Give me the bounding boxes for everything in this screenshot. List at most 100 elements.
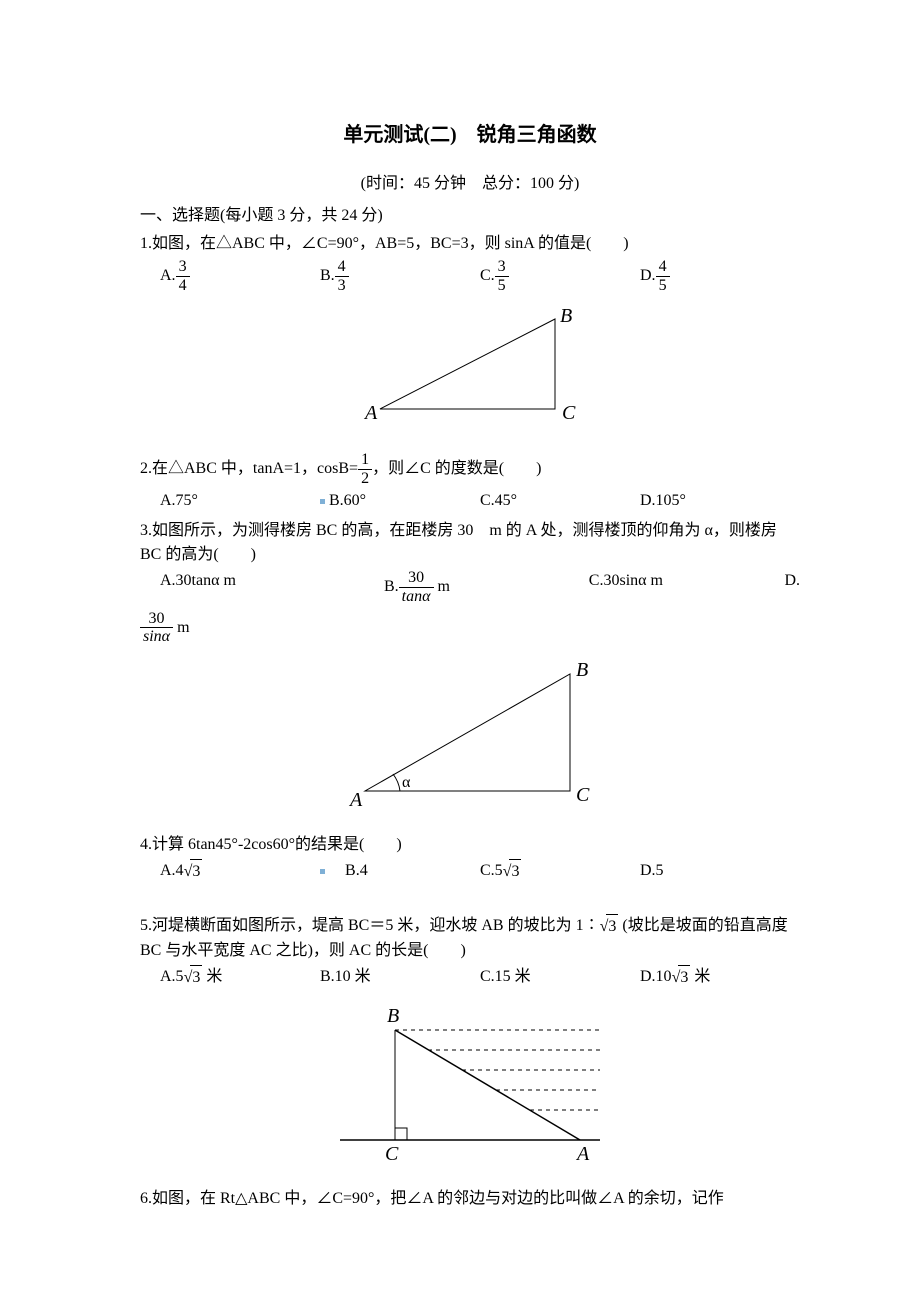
q3-b-post: m	[434, 578, 450, 595]
q1-b-label: B.	[320, 267, 335, 284]
question-6: 6.如图，在 Rt△ABC 中，∠C=90°，把∠A 的邻边与对边的比叫做∠A …	[140, 1187, 800, 1211]
q2-choice-c: C.45°	[480, 489, 640, 513]
q2-fracnum: 1	[358, 451, 372, 470]
q4-text: 4.计算 6tan45°-2cos60°的结果是( )	[140, 833, 800, 857]
q4-b-text: B.4	[345, 862, 368, 879]
q4-c-sqrt: 3	[503, 859, 522, 884]
decor-dot-icon	[320, 499, 325, 504]
q1-c-num: 3	[495, 258, 509, 277]
q3-choice-d-label: D.	[768, 569, 800, 605]
q1-c-label: C.	[480, 267, 495, 284]
q4-c-label: C.5	[480, 862, 503, 879]
q1-b-num: 4	[335, 258, 349, 277]
q1-d-label: D.	[640, 267, 656, 284]
q5-a-label: A.5	[160, 968, 184, 985]
q1-text: 1.如图，在△ABC 中，∠C=90°，AB=5，BC=3，则 sinA 的值是…	[140, 232, 800, 256]
q5-label-c: C	[385, 1143, 399, 1165]
question-4: 4.计算 6tan45°-2cos60°的结果是( ) A.4 3 B.4 C.5…	[140, 833, 800, 884]
q3-choice-b: B.30tanα m	[384, 569, 589, 605]
q1-choice-b: B.43	[320, 258, 480, 294]
q3-triangle-svg: α A B C	[320, 656, 620, 811]
q3-triangle	[365, 674, 570, 791]
q6-text: 6.如图，在 Rt△ABC 中，∠C=90°，把∠A 的邻边与对边的比叫做∠A …	[140, 1187, 800, 1211]
q3-text: 3.如图所示，为测得楼房 BC 的高，在距楼房 30 m 的 A 处，测得楼顶的…	[140, 519, 800, 567]
q1-b-den: 3	[335, 277, 349, 295]
q2-text-pre: 2.在△ABC 中，tanA=1，cosB=	[140, 460, 358, 477]
question-2: 2.在△ABC 中，tanA=1，cosB=12，则∠C 的度数是( ) A.7…	[140, 451, 800, 513]
q1-triangle	[380, 319, 555, 409]
q4-choices: A.43 B.4 C.53 D.5	[140, 859, 800, 884]
q5-triangle-svg: B C A	[320, 1000, 620, 1165]
q3-label-a: A	[348, 789, 363, 811]
q1-a-num: 3	[176, 258, 190, 277]
decor-dot-icon-2	[320, 869, 325, 874]
q5-choice-a: A.5 3 米	[160, 965, 320, 990]
q4-choice-d: D.5	[640, 859, 800, 884]
q3-figure: α A B C	[140, 656, 800, 819]
question-3: 3.如图所示，为测得楼房 BC 的高，在距楼房 30 m 的 A 处，测得楼顶的…	[140, 519, 800, 818]
section-1-label: 一、选择题(每小题 3 分，共 24 分)	[140, 207, 383, 224]
q3-d-num: 30	[140, 610, 173, 629]
q2-fracden: 2	[358, 470, 372, 488]
q2-choice-d: D.105°	[640, 489, 800, 513]
q1-c-den: 5	[495, 277, 509, 295]
q2-choices: A.75° B.60° C.45° D.105°	[140, 489, 800, 513]
q5-choice-c: C.15 米	[480, 965, 640, 990]
q5-d-sqrt-body: 3	[678, 965, 690, 990]
q5-sqrt: 3	[600, 914, 619, 939]
q1-choice-a: A.34	[160, 258, 320, 294]
q1-a-den: 4	[176, 277, 190, 295]
section-1-heading: 一、选择题(每小题 3 分，共 24 分)	[140, 204, 800, 228]
q3-b-label: B.	[384, 578, 399, 595]
q4-a-sqrt: 3	[184, 859, 203, 884]
q5-a-sqrt-body: 3	[190, 965, 202, 990]
q1-b-frac: 43	[335, 258, 349, 294]
q1-choice-c: C.35	[480, 258, 640, 294]
q3-choices-row1: A.30tanα m B.30tanα m C.30sinα m D.	[140, 569, 800, 605]
q3-label-c: C	[576, 784, 590, 806]
q5-choices: A.53 米 B.10 米 C.15 米 D.103 米	[140, 965, 800, 990]
q1-figure: A B C	[140, 304, 800, 437]
q1-choice-d: D.45	[640, 258, 800, 294]
question-5: 5.河堤横断面如图所示，堤高 BC＝5 米，迎水坡 AB 的坡比为 1∶3 (坡…	[140, 914, 800, 1173]
q3-b-den: tanα	[399, 588, 434, 606]
q5-label-b: B	[387, 1005, 399, 1027]
q1-label-b: B	[560, 305, 572, 327]
q5-d-label: D.10	[640, 968, 672, 985]
q3-label-b: B	[576, 659, 588, 681]
q1-label-c: C	[562, 402, 576, 424]
q5-label-a: A	[575, 1143, 590, 1165]
q5-hypotenuse	[395, 1030, 580, 1140]
q5-a-sqrt: 3	[184, 965, 203, 990]
q5-right-angle-icon	[395, 1128, 407, 1140]
q5-d-sqrt: 3	[672, 965, 691, 990]
q3-choice-d-cont: 30sinα m	[140, 610, 800, 646]
q5-a-post: 米	[202, 968, 222, 985]
section-1-text: 一、选择题(每小题 3 分，共 24 分)	[140, 207, 383, 224]
q4-choice-b: B.4	[320, 859, 480, 884]
q4-choice-c: C.53	[480, 859, 640, 884]
q3-choice-a: A.30tanα m	[160, 569, 384, 605]
q1-triangle-svg: A B C	[340, 304, 600, 429]
q3-d-post: m	[173, 618, 189, 635]
q5-text-pre: 5.河堤横断面如图所示，堤高 BC＝5 米，迎水坡 AB 的坡比为 1∶	[140, 917, 600, 934]
q1-a-frac: 34	[176, 258, 190, 294]
q5-figure: B C A	[140, 1000, 800, 1173]
q3-b-frac: 30tanα	[399, 569, 434, 605]
q2-choice-b: B.60°	[320, 489, 480, 513]
q3-choice-c: C.30sinα m	[589, 569, 768, 605]
q1-d-num: 4	[656, 258, 670, 277]
q2-choice-a: A.75°	[160, 489, 320, 513]
q3-d-den: sinα	[140, 628, 173, 646]
q3-angle-label: α	[402, 774, 411, 791]
q5-choice-d: D.10 3 米	[640, 965, 800, 990]
q1-d-den: 5	[656, 277, 670, 295]
q4-a-sqrt-body: 3	[190, 859, 202, 884]
q4-a-label: A.4	[160, 862, 184, 879]
q2-b-text: B.60°	[329, 492, 366, 509]
q5-d-post: 米	[690, 968, 710, 985]
q3-d-frac: 30sinα	[140, 610, 173, 646]
q1-label-a: A	[363, 402, 378, 424]
q4-choice-a: A.4 3	[160, 859, 320, 884]
q2-text: 2.在△ABC 中，tanA=1，cosB=12，则∠C 的度数是( )	[140, 451, 800, 487]
